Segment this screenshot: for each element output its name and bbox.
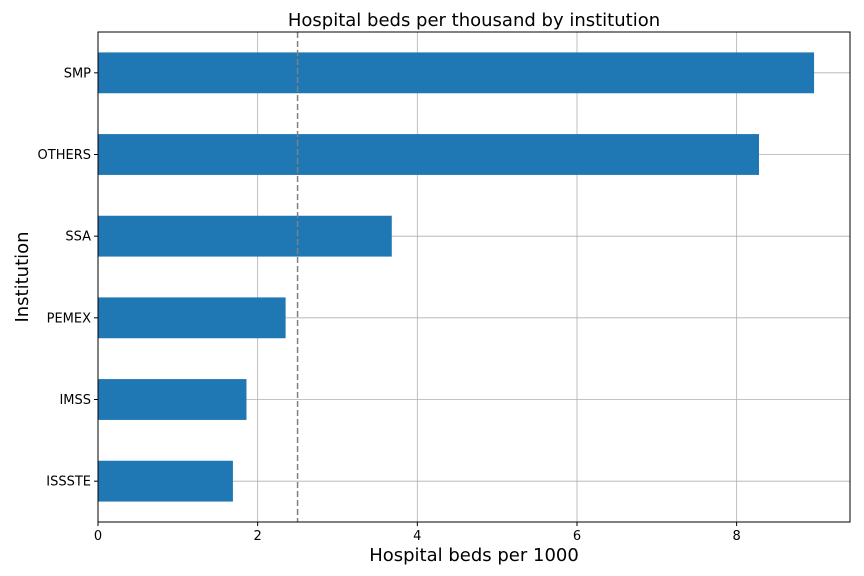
y-tick-label: PEMEX	[47, 311, 91, 326]
y-tick-label: ISSSTE	[46, 475, 91, 490]
y-tick-label: OTHERS	[38, 148, 91, 163]
y-axis-label: Institution	[12, 231, 33, 322]
bar-imss	[98, 379, 247, 420]
bar-others	[98, 134, 759, 175]
x-tick-label: 8	[733, 529, 741, 544]
axes	[94, 31, 851, 526]
bar-pemex	[98, 297, 286, 339]
x-axis-label: Hospital beds per 1000	[369, 545, 579, 566]
plot-frame	[97, 31, 851, 523]
y-tick-labels: ISSSTE IMSS PEMEX SSA OTHERS SMP	[38, 66, 92, 489]
x-tick-label: 2	[254, 529, 262, 544]
y-tick-label: SMP	[64, 66, 91, 81]
x-tick-labels: 0 2 4 6 8	[94, 529, 741, 544]
chart-title: Hospital beds per thousand by institutio…	[288, 10, 660, 31]
x-tick-label: 4	[413, 529, 421, 544]
x-tick-label: 0	[94, 529, 102, 544]
x-tick-label: 6	[573, 529, 581, 544]
y-tick-label: IMSS	[59, 393, 91, 408]
bar-smp	[98, 52, 815, 94]
y-tick-label: SSA	[65, 230, 91, 245]
bar-ssa	[98, 215, 392, 257]
bar-issste	[98, 460, 233, 502]
bars	[98, 52, 815, 502]
